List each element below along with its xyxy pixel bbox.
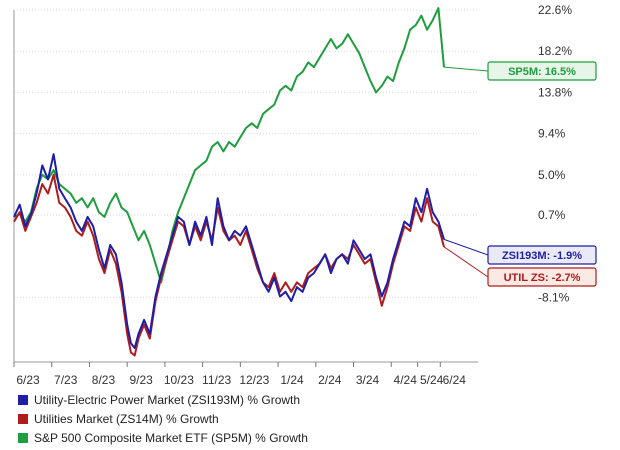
end-tag-leader: [443, 246, 489, 278]
end-tag-box: [487, 245, 597, 265]
legend-item-label: Utilities Market (ZS14M) % Growth: [34, 412, 219, 426]
series-layer: [13, 7, 445, 357]
end-tag-label: UTIL ZS: -2.7%: [504, 272, 581, 284]
end-value-tags: SP5M: 16.5% ZSI193M: -1.9% UTIL ZS: -2.7%: [443, 61, 597, 287]
x-tick-label: 2/24: [318, 373, 342, 387]
y-tick-label: -8.1%: [538, 290, 570, 304]
y-tick-label: 0.7%: [538, 208, 566, 222]
end-tag-label: SP5M: 16.5%: [508, 66, 576, 78]
x-tick-label: 3/24: [356, 373, 380, 387]
x-tick-label: 4/24: [394, 373, 418, 387]
y-axis: -8.1% 0.7% 5.0% 9.4% 13.8% 18.2% 22.6%: [538, 3, 572, 304]
end-tag-box: [487, 267, 597, 287]
series-line-2: [13, 7, 445, 284]
y-tick-label: 13.8%: [538, 85, 572, 99]
end-tag-box: [487, 61, 597, 81]
end-tag-leader: [444, 66, 489, 72]
x-tick-label: 12/23: [239, 373, 269, 387]
y-tick-label: 18.2%: [538, 44, 572, 58]
grid-layer: [13, 9, 478, 363]
y-tick-label: 22.6%: [538, 3, 572, 17]
legend-swatch: [18, 433, 28, 443]
x-tick-label: 8/23: [92, 373, 116, 387]
x-tick-label: 5/24: [420, 373, 444, 387]
x-tick-label: 6/24: [443, 373, 467, 387]
legend-item-label: S&P 500 Composite Market ETF (SP5M) % Gr…: [34, 431, 308, 445]
x-tick-label: 7/23: [54, 373, 78, 387]
x-tick-label: 11/23: [202, 373, 231, 387]
series-line-0: [13, 153, 445, 349]
legend-swatch: [18, 395, 28, 405]
x-tick-label: 1/24: [280, 373, 304, 387]
x-axis: 6/23 7/23 8/23 9/23 10/23 11/23 12/23 1/24 2/24 3…: [13, 362, 467, 387]
legend-item-label: Utility-Electric Power Market (ZSI193M) …: [34, 393, 300, 407]
end-tag-leader: [443, 238, 489, 256]
end-tag-label: ZSI193M: -1.9%: [502, 250, 582, 262]
legend: Utility-Electric Power Market (ZSI193M) …: [18, 393, 308, 445]
legend-swatch: [18, 414, 28, 424]
x-tick-label: 10/23: [164, 373, 194, 387]
y-tick-label: 5.0%: [538, 168, 566, 182]
x-tick-label: 6/23: [16, 373, 40, 387]
y-tick-label: 9.4%: [538, 127, 566, 141]
x-tick-label: 9/23: [129, 373, 153, 387]
